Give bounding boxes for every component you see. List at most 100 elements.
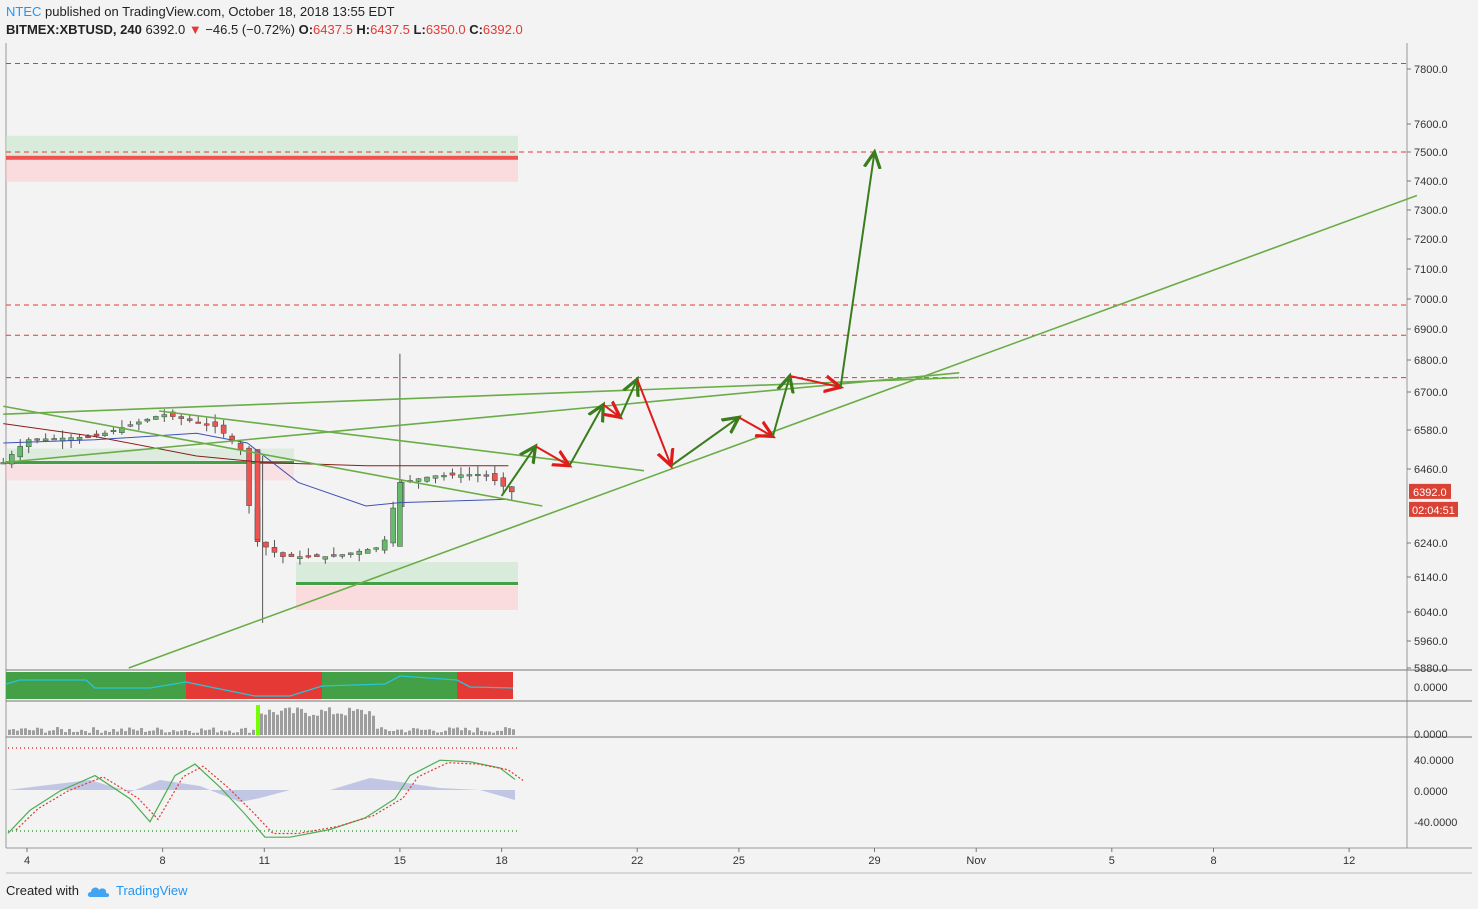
volume-bar	[308, 716, 311, 735]
projection-arrow-up	[839, 152, 875, 388]
volume-bar	[464, 727, 467, 735]
candle-body	[415, 478, 422, 482]
indicator-axis-label-1: 0.0000	[1414, 729, 1448, 741]
candle-body	[237, 442, 244, 450]
volume-bar	[52, 730, 55, 735]
tradingview-brand[interactable]: TradingView	[87, 883, 188, 898]
candle-body	[280, 552, 286, 557]
volume-bar	[88, 732, 91, 735]
time-tick-label: Nov	[966, 855, 986, 867]
volume-bar	[116, 731, 119, 735]
volume-bar	[512, 729, 515, 735]
author-link[interactable]: NTEC	[6, 4, 42, 19]
candle-body	[356, 550, 362, 555]
volume-bar	[232, 732, 235, 735]
demand-zone-lower	[296, 586, 518, 610]
candle-body	[297, 556, 303, 559]
candle-body	[76, 436, 83, 440]
candle-body	[186, 418, 193, 421]
volume-bar	[364, 714, 367, 735]
volume-bar	[468, 730, 471, 735]
time-tick-label: 25	[733, 855, 745, 867]
volume-bar	[504, 727, 507, 735]
last-price-label: 6392.0	[1413, 487, 1447, 499]
projection-layer	[500, 152, 875, 497]
projection-arrow-down	[535, 445, 570, 466]
candle-body	[161, 414, 168, 418]
volume-bar	[496, 730, 499, 735]
volume-bar	[440, 732, 443, 735]
demand-zone-line	[296, 582, 518, 585]
projection-arrow-down	[603, 405, 620, 418]
volume-bar	[400, 729, 403, 735]
volume-bar	[180, 730, 183, 735]
time-tick-label: 11	[259, 855, 270, 867]
volume-bar	[208, 729, 211, 735]
volume-bar	[472, 732, 475, 735]
volume-bar	[108, 731, 111, 735]
crash-candle-body	[254, 449, 261, 540]
volume-bar	[324, 711, 327, 735]
candles-layer	[0, 353, 515, 623]
candle-body	[17, 446, 23, 458]
volume-bar-highlight	[256, 705, 260, 735]
close-label: C:	[469, 22, 483, 37]
volume-bar	[316, 715, 319, 735]
candle-body	[25, 439, 32, 448]
volume-bar	[144, 731, 147, 735]
low-label: L:	[413, 22, 426, 37]
countdown-label: 02:04:51	[1412, 505, 1455, 517]
candle-body	[51, 438, 57, 441]
time-tick-label: 8	[160, 855, 166, 867]
price-tick-label: 6800.0	[1414, 355, 1448, 367]
volume-bar	[124, 731, 127, 735]
price-tick-label: 7100.0	[1414, 264, 1448, 276]
supply-zone-upper	[6, 135, 518, 156]
volume-bar	[388, 730, 391, 735]
volume-bar	[292, 713, 295, 735]
volume-bar	[368, 711, 371, 735]
projection-arrow-up	[670, 417, 739, 467]
volume-bar	[36, 727, 39, 735]
candle-body	[509, 486, 515, 493]
volume-bar	[264, 714, 267, 735]
candle-body	[212, 421, 218, 427]
volume-bar	[48, 730, 51, 735]
volume-bar	[152, 730, 155, 735]
close-value: 6392.0	[482, 22, 523, 37]
volume-bar	[84, 731, 87, 735]
trend-strip-green-1	[153, 672, 186, 699]
last-price-badge	[1409, 483, 1451, 499]
volume-bar	[372, 715, 375, 735]
published-text: published on TradingView.com, October 18…	[45, 4, 395, 19]
volume-bar	[156, 727, 159, 735]
volume-bar	[216, 732, 219, 735]
candle-body	[203, 423, 210, 426]
candle-body	[364, 549, 371, 554]
volume-bar	[408, 730, 411, 735]
candle-body	[390, 507, 396, 544]
volume-bar	[436, 732, 439, 735]
price-tick-label: 7600.0	[1414, 119, 1448, 131]
axes-layer: 7800.0 7600.0 7500.0 7400.0 7300.0 7200.0 7100…	[24, 64, 1458, 867]
volume-bar	[68, 728, 71, 735]
down-triangle-icon: ▼	[188, 22, 202, 37]
volume-bar	[100, 732, 103, 735]
volume-bar	[280, 710, 283, 735]
candle-body	[424, 476, 430, 482]
volume-bar	[16, 730, 19, 735]
volume-bar	[428, 729, 431, 735]
candle-body	[34, 438, 40, 441]
candle-body	[110, 429, 117, 432]
volume-bar	[12, 729, 15, 735]
candle-body	[178, 416, 184, 419]
osc-histogram-area	[8, 778, 515, 802]
open-value: 6437.5	[313, 22, 353, 37]
volume-bar	[448, 727, 451, 735]
volume-bar	[460, 730, 463, 735]
volume-bar	[488, 731, 491, 735]
volume-bar	[360, 709, 363, 735]
volume-bar	[176, 731, 179, 735]
candle-body	[475, 474, 481, 477]
